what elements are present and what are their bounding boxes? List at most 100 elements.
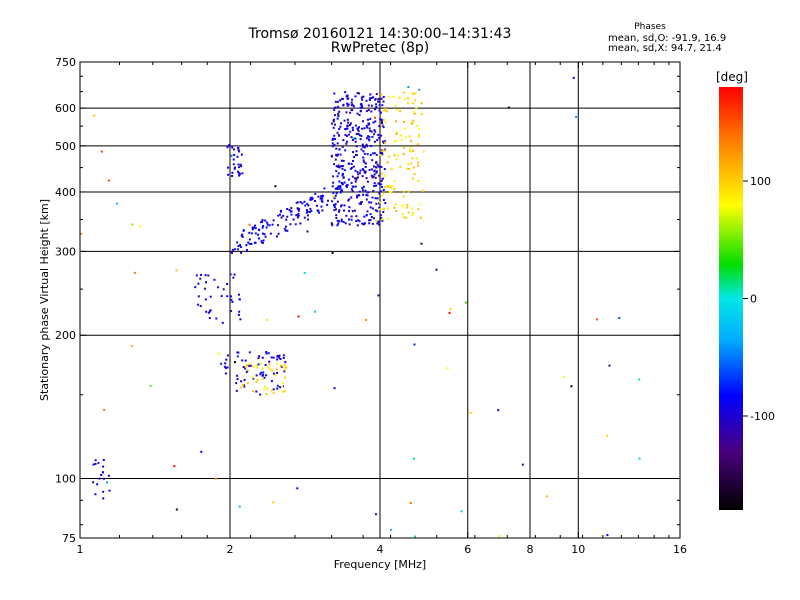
data-point [372,189,375,192]
data-point [347,178,350,181]
data-point [259,362,262,365]
data-point [409,149,412,152]
colorbar-unit-label: [deg] [716,70,748,84]
data-point [383,149,386,152]
data-point [351,126,354,129]
data-point [373,170,376,173]
data-point [265,351,268,354]
data-point [339,125,342,128]
data-point [373,129,376,132]
data-point [240,380,243,383]
data-point [381,172,384,175]
data-point [606,434,609,437]
data-point [222,288,225,291]
data-point [133,271,136,274]
data-point [377,182,380,185]
data-point [343,204,346,207]
data-point [245,370,248,373]
y-tick-label: 750 [55,56,76,69]
data-point [262,373,265,376]
y-tick-label: 75 [62,532,76,545]
data-point [279,213,282,216]
data-point [256,378,259,381]
data-point [343,119,346,122]
data-point [521,463,524,466]
y-axis-label: Stationary phase Virtual Height [km] [38,199,51,401]
data-point [232,163,235,166]
data-point [418,203,421,206]
data-point [340,220,343,223]
data-point [303,271,306,274]
data-point [375,105,378,108]
data-point [224,362,227,365]
data-point [449,308,452,311]
data-point [360,102,363,105]
data-point [368,98,371,101]
data-point [374,130,377,133]
data-point [363,161,366,164]
data-point [422,150,425,153]
data-point [333,163,336,166]
data-point [270,356,273,359]
data-point [348,198,351,201]
data-point [290,213,293,216]
data-point [366,118,369,121]
data-point [384,121,387,124]
data-point [270,389,273,392]
data-point [363,127,366,130]
data-point [246,364,249,367]
data-point [357,133,360,136]
data-point [395,158,398,161]
data-point [226,354,229,357]
data-point [335,165,338,168]
data-point [308,210,311,213]
data-point [381,124,384,127]
data-point [254,224,257,227]
data-point [370,110,373,113]
data-point [373,133,376,136]
data-point [382,198,385,201]
data-point [236,374,239,377]
data-point [208,310,211,313]
data-point [326,199,329,202]
data-point [224,366,227,369]
data-point [347,103,350,106]
data-point [296,487,299,490]
data-point [338,110,341,113]
data-point [355,145,358,148]
data-point [378,109,381,112]
data-point [237,248,240,251]
data-point [304,204,307,207]
data-point [460,510,463,513]
data-point [248,231,251,234]
data-point [289,223,292,226]
data-point [415,157,418,160]
data-point [233,273,236,276]
data-point [382,188,385,191]
data-point [199,277,202,280]
data-point [227,173,230,176]
data-point [608,364,611,367]
data-point [373,185,376,188]
data-point [375,161,378,164]
data-point [368,219,371,222]
data-point [244,359,247,362]
data-point [333,387,336,390]
x-tick-label: 1 [77,543,84,556]
data-point [292,218,295,221]
data-point [282,382,285,385]
data-point [335,208,338,211]
stats-o-mode: mean, sd,O: -91.9, 16.9 [608,33,727,44]
data-point [259,393,262,396]
data-point [356,194,359,197]
data-point [345,186,348,189]
data-point [410,122,413,125]
data-point [230,251,233,254]
data-point [283,370,286,373]
data-point [334,106,337,109]
data-point [335,216,338,219]
data-point [379,208,382,211]
data-point [371,135,374,138]
data-point [359,202,362,205]
data-point [360,201,363,204]
